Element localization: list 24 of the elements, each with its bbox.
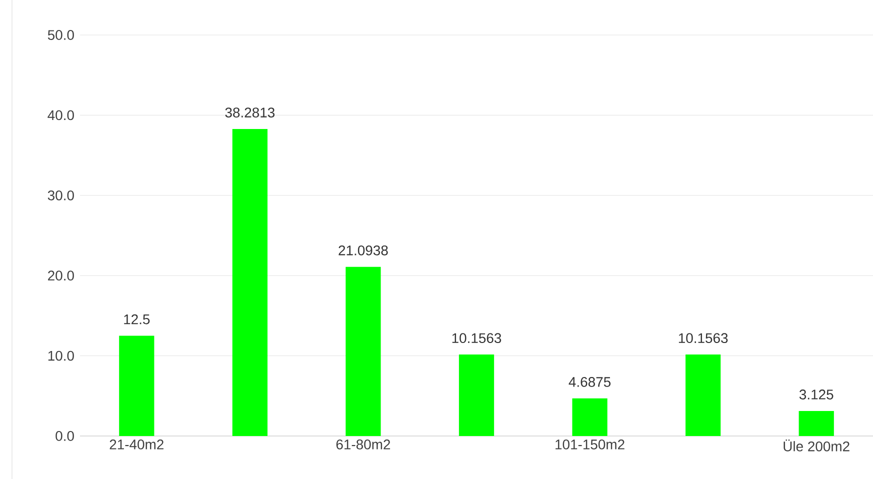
x-tick-label: 21-40m2 [110,440,164,450]
data-label: 10.1563 [678,333,728,344]
data-label: 12.5 [124,314,150,324]
y-tick-label: 40.0 [48,110,74,120]
y-tick-label: 30.0 [48,190,74,200]
bar [572,398,608,436]
bar [798,410,834,436]
x-tick-label: Üle 200m2 [784,440,850,452]
data-label: 21.0938 [338,245,388,256]
bar [346,266,381,436]
bar [232,128,268,436]
x-tick-label: 101-150m2 [556,440,624,450]
y-tick-label: 10.0 [48,350,74,361]
y-tick-label: 20.0 [48,270,74,281]
bar [686,354,721,436]
data-label: 10.1563 [452,333,502,344]
bar [119,336,154,436]
data-label: 4.6875 [568,377,611,387]
data-label: 38.2813 [225,108,275,118]
x-tick-label: 61-80m2 [336,440,390,450]
y-tick-label: 0.0 [56,431,74,441]
y-tick-label: 50.0 [48,30,74,40]
bar [458,354,494,436]
data-label: 3.125 [799,390,834,400]
